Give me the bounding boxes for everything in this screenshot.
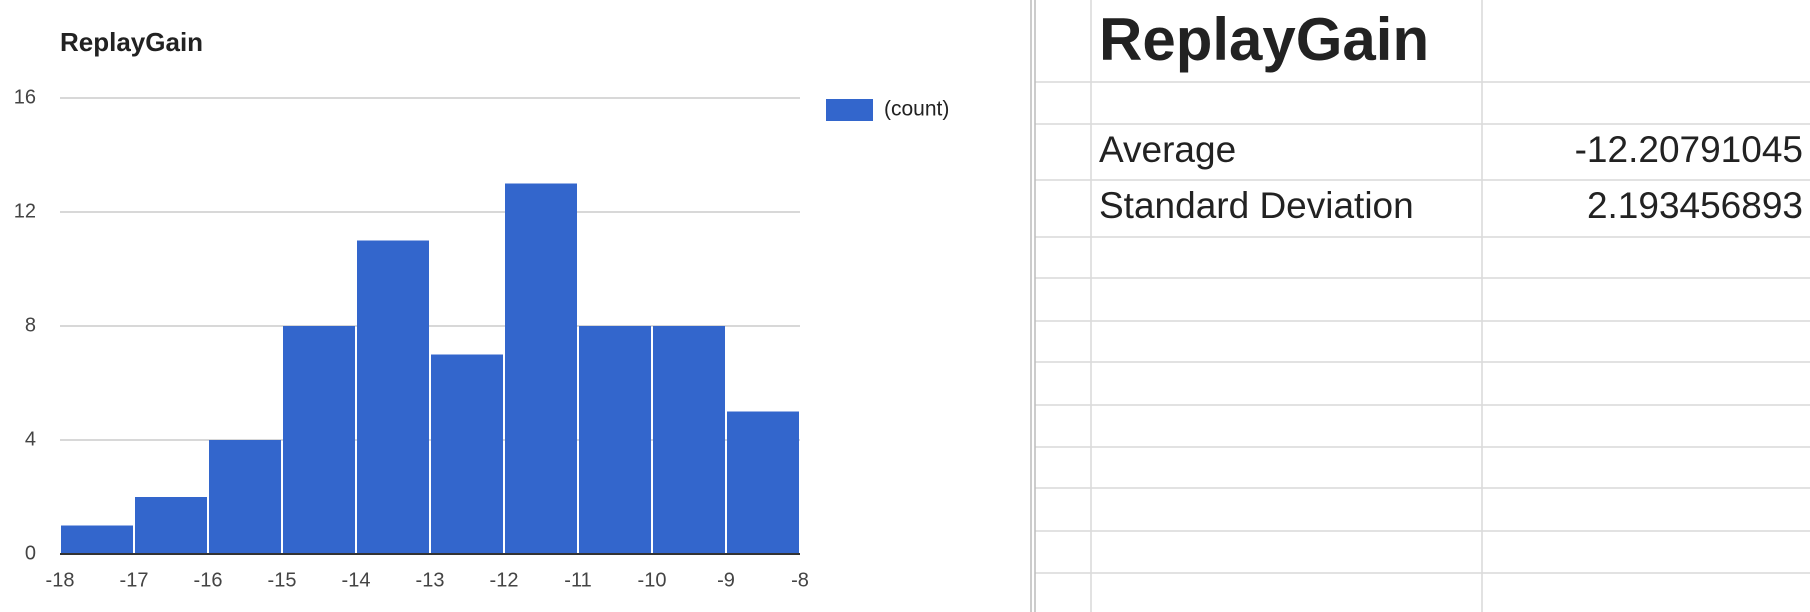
x-tick-label: -14 xyxy=(342,569,371,591)
bar xyxy=(431,354,503,554)
sheet-label: Standard Deviation xyxy=(1099,185,1414,226)
x-tick-label: -18 xyxy=(46,569,75,591)
sheet-label: Average xyxy=(1099,129,1236,170)
y-tick-label: 12 xyxy=(14,200,36,222)
x-tick-label: -16 xyxy=(194,569,223,591)
bar xyxy=(61,525,133,554)
legend-label: (count) xyxy=(884,98,949,121)
bar xyxy=(135,497,207,554)
x-tick-label: -15 xyxy=(268,569,297,591)
bar xyxy=(357,240,429,554)
sheet-value: -12.20791045 xyxy=(1575,129,1803,170)
x-tick-label: -9 xyxy=(717,569,735,591)
y-tick-label: 4 xyxy=(25,428,36,450)
x-tick-label: -17 xyxy=(120,569,149,591)
bar xyxy=(579,326,651,554)
x-tick-label: -8 xyxy=(791,569,809,591)
x-tick-label: -11 xyxy=(564,569,591,591)
sheet-value: 2.193456893 xyxy=(1587,185,1803,226)
legend-swatch xyxy=(826,99,873,121)
sheet-title: ReplayGain xyxy=(1099,6,1429,73)
chart-title: ReplayGain xyxy=(60,27,203,57)
y-tick-label: 8 xyxy=(25,314,36,336)
bar xyxy=(283,326,355,554)
bar xyxy=(209,440,281,554)
y-tick-label: 16 xyxy=(14,86,36,108)
y-tick-label: 0 xyxy=(25,542,36,564)
bar xyxy=(505,183,577,554)
x-tick-label: -13 xyxy=(416,569,445,591)
x-tick-label: -10 xyxy=(638,569,667,591)
bar xyxy=(727,411,799,554)
bar xyxy=(653,326,725,554)
x-tick-label: -12 xyxy=(490,569,519,591)
